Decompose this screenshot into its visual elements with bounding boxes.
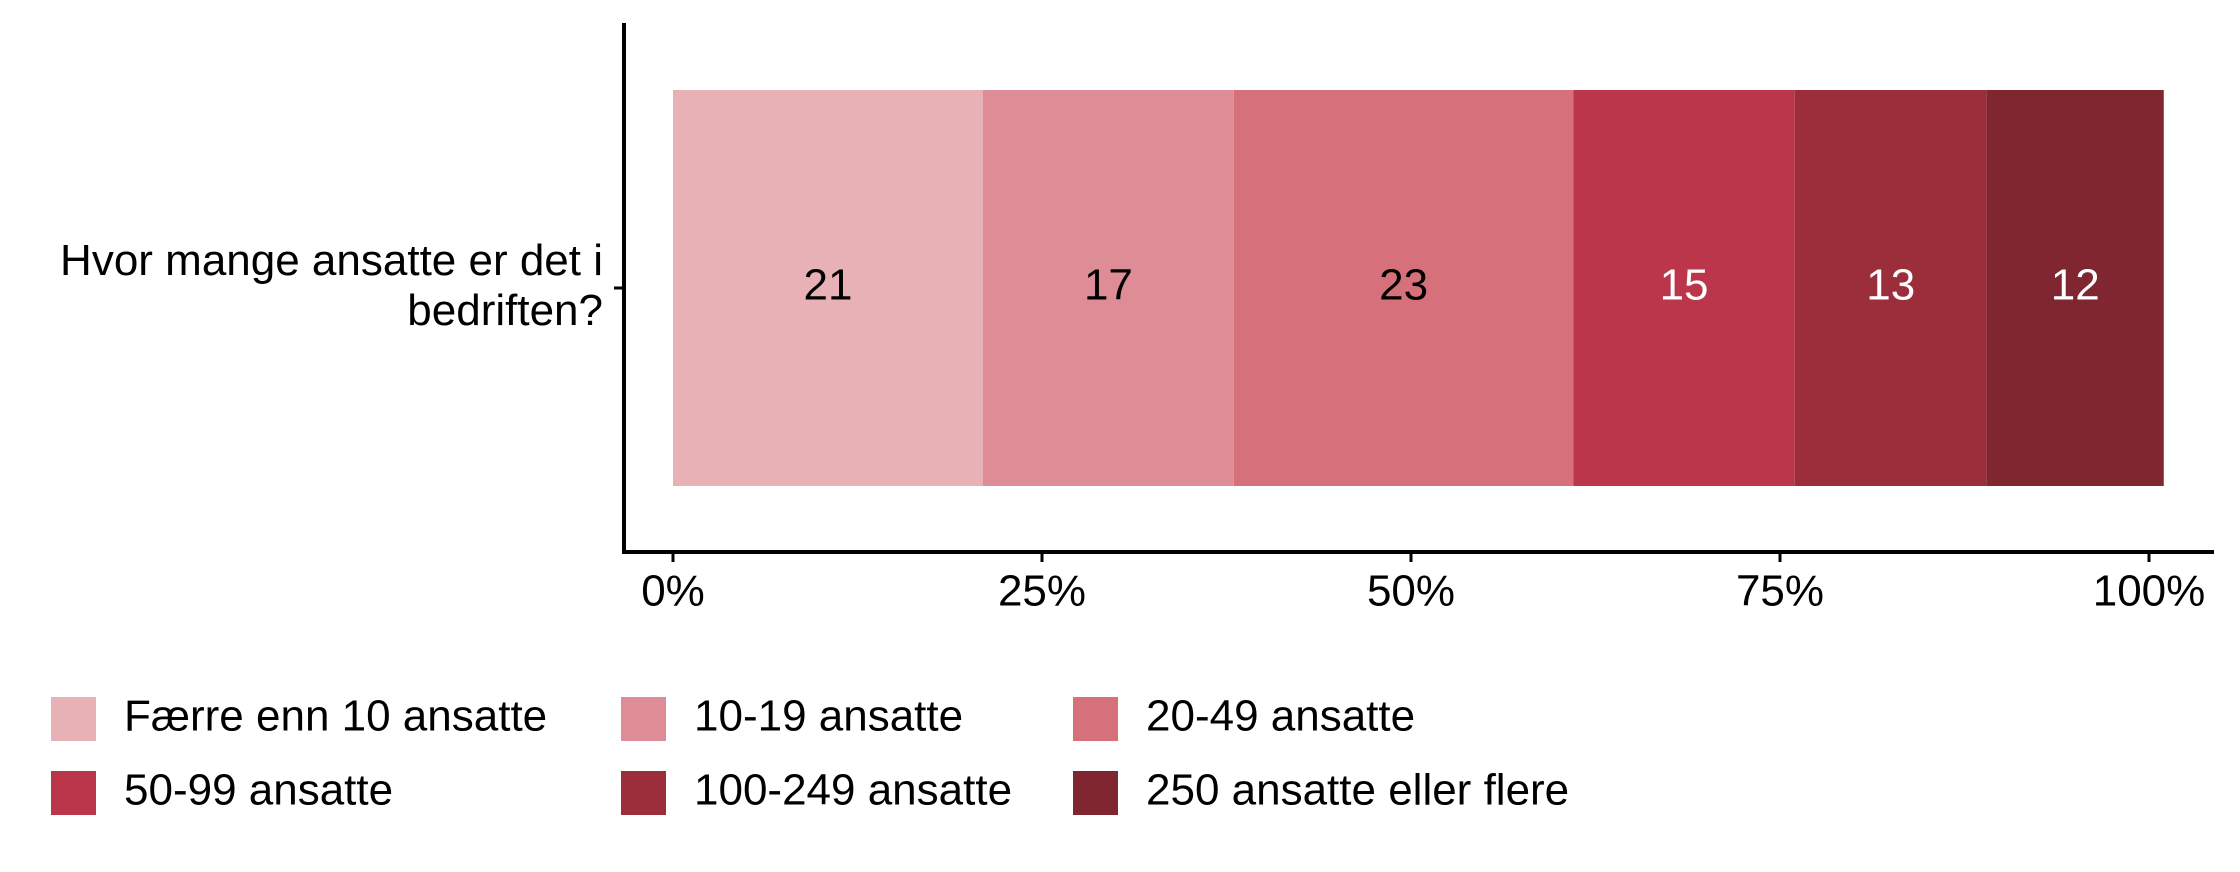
legend-label: Færre enn 10 ansatte [124,692,547,741]
bar-segment [982,90,1234,486]
legend-swatch [621,771,666,815]
bar-segment [1986,90,2164,486]
bar-segment [1573,90,1795,486]
legend-swatch [1073,697,1118,741]
data-label: 13 [1866,261,1915,310]
legend-label: 20-49 ansatte [1146,692,1415,741]
bar-segment [1233,90,1574,486]
legend-label: 100-249 ansatte [694,766,1012,815]
legend-label: 10-19 ansatte [694,692,963,741]
data-label: 15 [1660,261,1709,310]
x-tick-label: 50% [1367,567,1455,616]
y-tick-label: Hvor mange ansatte er det i bedriften? [60,236,603,335]
bar-segment [673,90,983,486]
legend-label: 250 ansatte eller flere [1146,766,1569,815]
x-tick-label: 100% [2093,567,2206,616]
legend-swatch [51,697,96,741]
legend-label: 50-99 ansatte [124,766,393,815]
data-label: 17 [1084,261,1133,310]
legend-swatch [621,697,666,741]
data-label: 23 [1379,261,1428,310]
bar-segment [1794,90,1987,486]
legend-swatch [51,771,96,815]
data-label: 12 [2051,261,2100,310]
x-tick-label: 75% [1736,567,1824,616]
legend-swatch [1073,771,1118,815]
x-tick-label: 25% [998,567,1086,616]
data-label: 21 [804,261,853,310]
x-tick-label: 0% [641,567,705,616]
